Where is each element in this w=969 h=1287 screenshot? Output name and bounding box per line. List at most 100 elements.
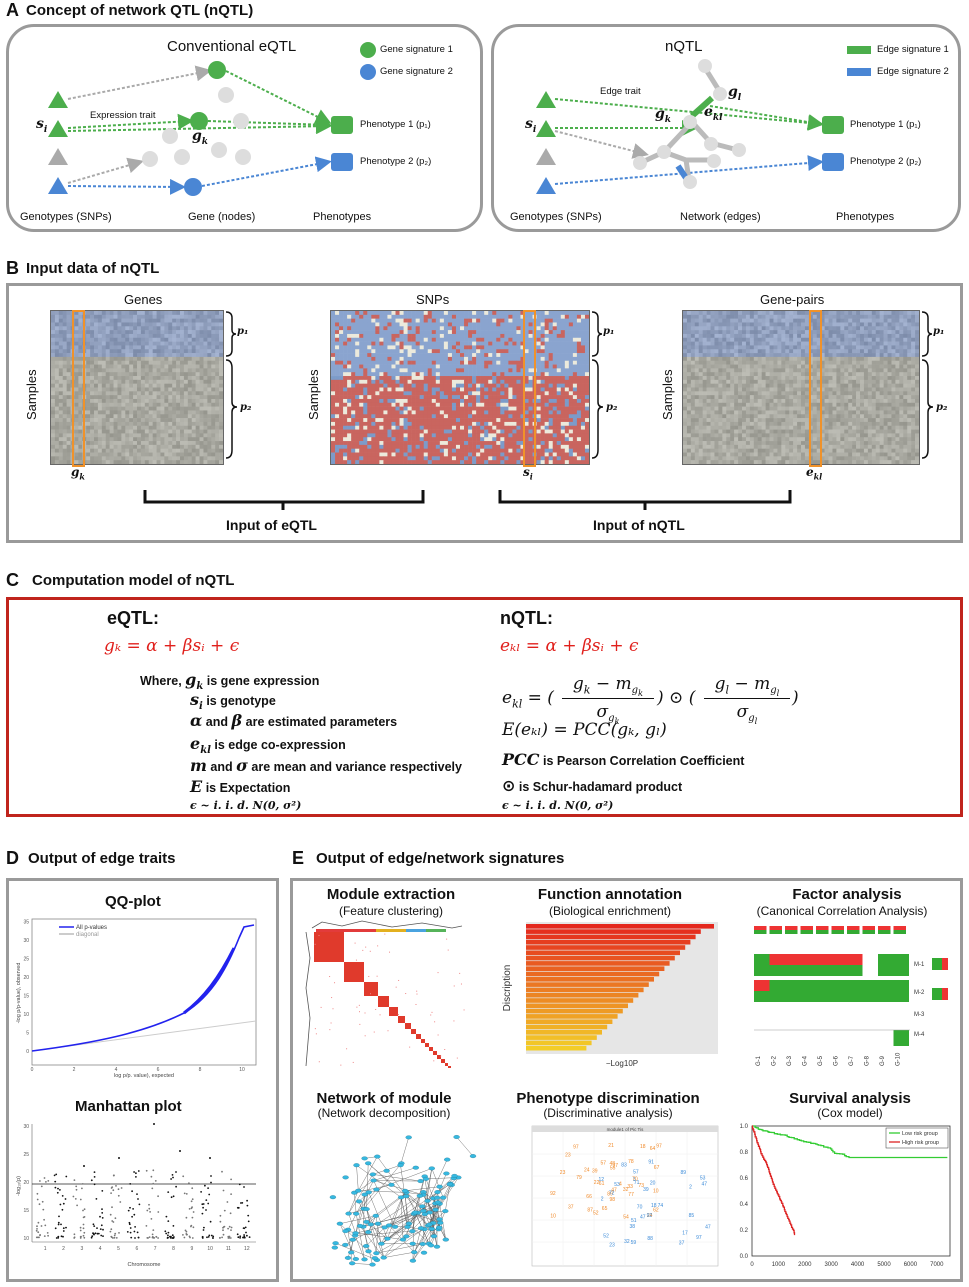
network-node [364, 1207, 370, 1211]
manhattan-point [130, 1237, 132, 1239]
si-column-label: si [523, 465, 533, 481]
manhattan-point [138, 1170, 140, 1172]
manhattan-point [134, 1226, 136, 1228]
factor-row-label: M-1 [914, 962, 925, 968]
manhattan-point [55, 1227, 57, 1229]
network-edge [374, 1181, 421, 1182]
manhattan-point [205, 1199, 207, 1201]
module-noise [334, 982, 335, 983]
network-node [345, 1256, 351, 1260]
manhattan-point [133, 1171, 135, 1173]
module-block [378, 996, 389, 1007]
network-node [434, 1196, 440, 1200]
network-module-title: Network of module [302, 1090, 466, 1107]
panel-e-letter: E [292, 848, 304, 869]
enrichment-bar-chart: Discription −Log10P [496, 918, 722, 1068]
discrimination-point: 21 [608, 1143, 614, 1149]
manhattan-point [167, 1191, 169, 1193]
network-node [454, 1135, 460, 1139]
factor-cell [847, 930, 860, 934]
manhattan-point [155, 1180, 157, 1182]
manhattan-point [205, 1209, 207, 1211]
manhattan-point [65, 1176, 67, 1178]
manhattan-point [36, 1230, 38, 1232]
module-noise [461, 984, 462, 985]
network-node [431, 1234, 437, 1238]
network-node [371, 1179, 377, 1183]
network-node [434, 1245, 440, 1249]
manhattan-point [102, 1235, 104, 1237]
network-node [372, 1256, 378, 1260]
qq-xlabel: log p/p. value), expected [114, 1073, 174, 1079]
enrichment-bar [526, 993, 638, 998]
qq-ytick: 25 [23, 957, 29, 963]
network-node [384, 1237, 390, 1241]
p2-label: p₂ [936, 402, 947, 413]
manhattan-point [36, 1225, 38, 1227]
module-block [314, 932, 344, 962]
enrichment-bar [526, 1019, 612, 1024]
manhattan-point [76, 1189, 78, 1191]
module-noise [332, 1008, 333, 1009]
module-noise [316, 1033, 317, 1034]
manhattan-point [249, 1236, 251, 1238]
factor-cell [816, 991, 832, 1002]
manhattan-point [152, 1234, 154, 1236]
manhattan-point [240, 1202, 242, 1204]
qq-ytick: 20 [23, 975, 29, 981]
manhattan-point [243, 1186, 245, 1188]
network-edge [348, 1181, 374, 1230]
discrimination-point: 10 [653, 1188, 659, 1194]
manhattan-point [57, 1236, 59, 1238]
manhattan-point [242, 1237, 244, 1239]
manhattan-point [111, 1206, 113, 1208]
factor-cell [801, 965, 817, 976]
manhattan-point [220, 1221, 222, 1223]
manhattan-point [146, 1225, 148, 1227]
network-node [429, 1227, 435, 1231]
module-noise [315, 1028, 316, 1029]
manhattan-point [203, 1203, 205, 1205]
manhattan-point [47, 1235, 49, 1237]
manhattan-point [170, 1178, 172, 1180]
factor-cell [863, 930, 876, 934]
manhattan-point [230, 1229, 232, 1231]
manhattan-point [44, 1225, 46, 1227]
qq-ytick: 30 [23, 938, 29, 944]
manhattan-point [42, 1201, 44, 1203]
module-noise [430, 1014, 431, 1015]
factor-cell [754, 991, 770, 1002]
network-node [425, 1199, 431, 1203]
manhattan-point [80, 1199, 82, 1201]
manhattan-point [224, 1226, 226, 1228]
def-parameters: α and β are estimated parameters [190, 711, 397, 730]
factor-cell [816, 926, 829, 930]
manhattan-point [65, 1198, 67, 1200]
network-node [379, 1242, 385, 1246]
discrimination-point: 97 [573, 1145, 579, 1151]
manhattan-point [153, 1237, 155, 1239]
manhattan-point [191, 1200, 193, 1202]
discrimination-point: 37 [679, 1240, 685, 1246]
manhattan-point [222, 1227, 224, 1229]
manhattan-point [173, 1225, 175, 1227]
factor-side-cell [942, 988, 948, 1000]
survival-analysis-title: Survival analysis [760, 1090, 940, 1107]
module-noise [340, 1065, 341, 1066]
manhattan-point [247, 1205, 249, 1207]
factor-col-label: G-5 [818, 1055, 824, 1066]
network-node [409, 1229, 415, 1233]
discrimination-point: 52 [603, 1234, 609, 1240]
discrimination-point: 67 [654, 1165, 660, 1171]
factor-cell [863, 926, 876, 930]
manhattan-point [75, 1198, 77, 1200]
manhattan-xtick: 8 [172, 1246, 175, 1252]
manhattan-point [221, 1237, 223, 1239]
discrimination-point: 38 [630, 1224, 636, 1230]
factor-cell [847, 926, 860, 930]
manhattan-point [202, 1236, 204, 1238]
network-node [444, 1158, 450, 1162]
survival-analysis-subtitle: (Cox model) [760, 1106, 940, 1120]
module-noise [405, 993, 406, 994]
manhattan-point [55, 1187, 57, 1189]
